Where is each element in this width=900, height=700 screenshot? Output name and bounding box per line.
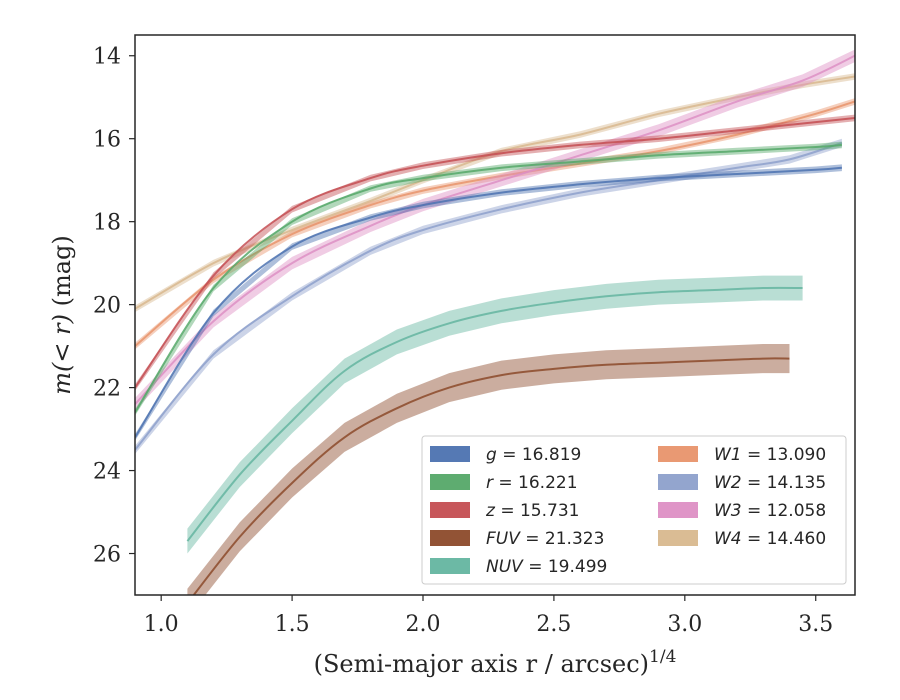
legend-swatch-w2 xyxy=(658,474,698,490)
x-tick-label: 3.0 xyxy=(667,612,702,637)
legend-box xyxy=(421,435,847,585)
plot-area xyxy=(135,49,855,595)
y-axis-label: m(< r) (mag) xyxy=(48,235,76,395)
y-tick-label: 18 xyxy=(93,211,121,236)
series-line-w3 xyxy=(135,54,855,405)
legend-swatch-fuv xyxy=(430,530,470,546)
x-tick-label: 2.0 xyxy=(406,612,441,637)
series-band-w3 xyxy=(135,49,855,411)
y-tick-label: 24 xyxy=(93,460,121,485)
series-line-nuv xyxy=(186,286,803,542)
y-tick-label: 22 xyxy=(93,377,121,402)
y-tick-label: 14 xyxy=(93,45,121,70)
y-tick-label: 16 xyxy=(93,128,121,153)
legend-swatch-w1 xyxy=(658,446,698,462)
legend-label-nuv: NUV = 19.499 xyxy=(486,557,607,577)
legend-swatch-z xyxy=(430,502,470,518)
x-tick-label: 3.5 xyxy=(798,612,833,637)
x-axis-label: (Semi-major axis r / arcsec)1/4 xyxy=(314,647,677,678)
axis-ticks: 1.0 1.5 2.0 2.5 3.0 3.5 14 16 18 20 22 24 26 xyxy=(93,45,833,637)
series-line-r xyxy=(135,143,842,414)
x-axis-label-sup: 1/4 xyxy=(649,647,676,667)
axes-frame xyxy=(134,34,856,596)
legend-label-g: g = 16.819 xyxy=(486,445,581,465)
x-tick-label: 2.5 xyxy=(536,612,571,637)
y-tick-label: 20 xyxy=(93,294,121,319)
series-line-fuv xyxy=(192,357,790,595)
legend-swatch-r xyxy=(430,474,470,490)
series-line-w1 xyxy=(135,100,855,347)
x-tick-label: 1.5 xyxy=(275,612,310,637)
legend-swatch-g xyxy=(430,446,470,462)
legend-label-r: r = 16.221 xyxy=(486,473,578,493)
series-line-g xyxy=(135,166,842,438)
x-tick-label: 1.0 xyxy=(144,612,179,637)
series-band-nuv xyxy=(187,275,803,554)
series-line-z xyxy=(135,117,855,389)
legend-label-w4: W4 = 14.460 xyxy=(714,529,826,549)
y-axis-label-var: m(< r) xyxy=(48,314,76,395)
y-axis-label-unit: (mag) xyxy=(48,235,76,314)
legend: g = 16.819 r = 16.221 z = 15.731 FUV = 21.3… xyxy=(421,435,847,585)
legend-label-w3: W3 = 12.058 xyxy=(714,501,826,521)
legend-swatch-w3 xyxy=(658,502,698,518)
legend-label-z: z = 15.731 xyxy=(485,501,579,521)
legend-swatch-nuv xyxy=(430,558,470,574)
legend-label-w2: W2 = 14.135 xyxy=(714,473,826,493)
legend-label-fuv: FUV = 21.323 xyxy=(486,529,604,549)
legend-label-w1: W1 = 13.090 xyxy=(714,445,826,465)
series-line-w2 xyxy=(135,141,843,451)
y-tick-label: 26 xyxy=(93,543,121,568)
legend-swatch-w4 xyxy=(658,530,698,546)
x-axis-label-text: (Semi-major axis r / arcsec) xyxy=(314,650,649,678)
